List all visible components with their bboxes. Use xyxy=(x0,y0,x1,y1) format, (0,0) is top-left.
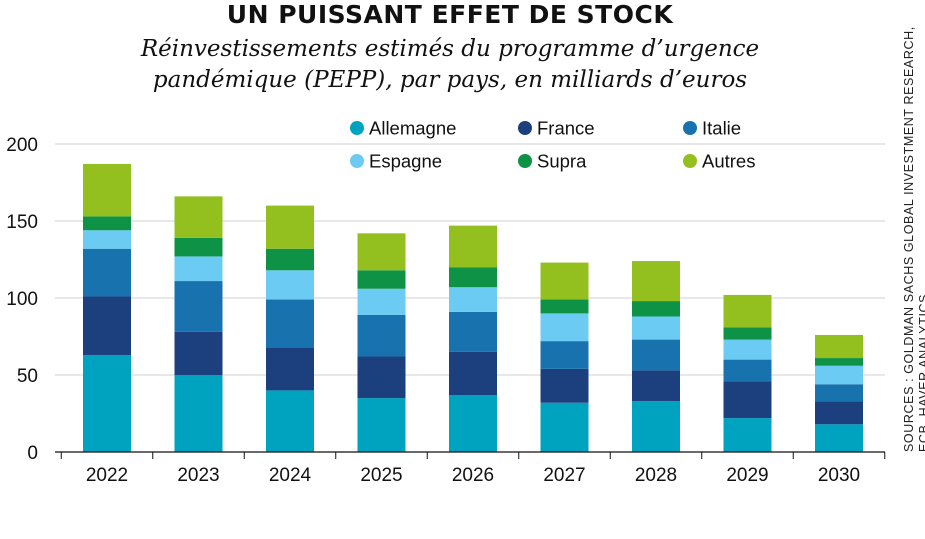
bar-segment-italie xyxy=(449,311,497,352)
bar-segment-france xyxy=(815,401,863,425)
legend-label: Italie xyxy=(702,118,741,139)
bar-segment-autres xyxy=(540,262,589,300)
chart-subtitle: Réinvestissements estimés du programme d… xyxy=(0,34,900,96)
legend-marker xyxy=(350,154,364,168)
x-tick-label: 2029 xyxy=(726,465,768,486)
bar-segment-supra xyxy=(540,299,589,314)
bar-segment-france xyxy=(540,368,589,403)
bar-segment-italie xyxy=(632,339,680,371)
bar-segment-france xyxy=(266,347,314,391)
bar-segment-allemagne xyxy=(357,398,406,452)
y-tick-label: 100 xyxy=(6,289,38,310)
bar-segment-supra xyxy=(357,270,406,289)
bar-segment-france xyxy=(83,296,131,355)
bar-segment-italie xyxy=(174,281,223,332)
source-line-1: SOURCES : GOLDMAN SACHS GLOBAL INVESTMEN… xyxy=(902,26,916,452)
x-tick-label: 2024 xyxy=(269,465,312,486)
y-tick-label: 0 xyxy=(27,443,38,464)
bar-segment-autres xyxy=(723,294,772,328)
bar-segment-italie xyxy=(815,384,863,402)
bar-segment-supra xyxy=(449,267,497,288)
bar-segment-france xyxy=(174,331,223,375)
subtitle-line-2: pandémique (PEPP), par pays, en milliard… xyxy=(152,67,748,93)
bar-segment-italie xyxy=(266,299,314,348)
bar-segment-autres xyxy=(83,164,131,217)
bar-segment-italie xyxy=(540,341,589,369)
legend-label: Espagne xyxy=(369,151,442,172)
legend-label: Allemagne xyxy=(369,118,456,139)
bar-segment-espagne xyxy=(174,256,223,282)
bar-segment-espagne xyxy=(632,316,680,340)
x-tick-label: 2027 xyxy=(543,465,585,486)
x-tick-label: 2028 xyxy=(635,465,677,486)
bar-segment-autres xyxy=(357,233,406,271)
bar-segment-supra xyxy=(632,301,680,317)
subtitle-line-1: Réinvestissements estimés du programme d… xyxy=(140,36,760,62)
y-tick-label: 200 xyxy=(6,135,38,156)
legend-marker xyxy=(683,154,697,168)
legend-marker xyxy=(518,154,532,168)
bar-segment-allemagne xyxy=(723,418,772,452)
bar-segment-autres xyxy=(815,334,863,359)
bar-segment-supra xyxy=(266,248,314,271)
bar-segment-supra xyxy=(815,358,863,366)
bar-segment-allemagne xyxy=(815,424,863,452)
legend-marker xyxy=(683,121,697,135)
chart-title: UN PUISSANT EFFET DE STOCK xyxy=(226,0,674,29)
bar-segment-autres xyxy=(266,205,314,249)
bar-segment-allemagne xyxy=(632,401,680,452)
legend-marker xyxy=(350,121,364,135)
bar-segment-france xyxy=(449,351,497,396)
x-tick-label: 2023 xyxy=(177,465,219,486)
x-tick-label: 2030 xyxy=(818,465,860,486)
bar-segment-espagne xyxy=(540,313,589,342)
bar-segment-allemagne xyxy=(449,395,497,452)
bar-segment-france xyxy=(357,356,406,399)
legend-marker xyxy=(518,121,532,135)
source-line-2: ECB, HAVER ANALYTICS xyxy=(917,293,925,452)
bar-segment-italie xyxy=(357,314,406,357)
bar-segment-espagne xyxy=(449,287,497,312)
bar-segment-italie xyxy=(723,359,772,382)
bar-segment-france xyxy=(723,381,772,419)
legend-label: France xyxy=(537,118,595,139)
bar-segment-espagne xyxy=(83,230,131,249)
bar-segment-allemagne xyxy=(83,354,131,452)
x-tick-label: 2025 xyxy=(360,465,402,486)
y-tick-label: 150 xyxy=(6,212,38,233)
bar-segment-autres xyxy=(174,196,223,238)
x-tick-label: 2022 xyxy=(86,465,128,486)
bar-segment-espagne xyxy=(723,339,772,360)
bar-segment-supra xyxy=(174,237,223,257)
bar-segment-espagne xyxy=(266,270,314,300)
legend-label: Supra xyxy=(537,151,587,172)
legend-label: Autres xyxy=(702,151,755,172)
y-tick-label: 50 xyxy=(17,366,38,387)
bar-segment-allemagne xyxy=(174,375,223,452)
bar-segment-france xyxy=(632,370,680,402)
bar-segment-autres xyxy=(449,225,497,268)
bar-segment-espagne xyxy=(815,365,863,385)
bar-segment-espagne xyxy=(357,288,406,315)
bar-segment-supra xyxy=(723,327,772,340)
x-tick-label: 2026 xyxy=(452,465,494,486)
bar-segment-italie xyxy=(83,248,131,297)
bar-segment-autres xyxy=(632,261,680,302)
source-note: SOURCES : GOLDMAN SACHS GLOBAL INVESTMEN… xyxy=(902,26,925,452)
bar-segment-allemagne xyxy=(540,402,589,452)
bar-segment-supra xyxy=(83,216,131,231)
bar-segment-allemagne xyxy=(266,390,314,452)
